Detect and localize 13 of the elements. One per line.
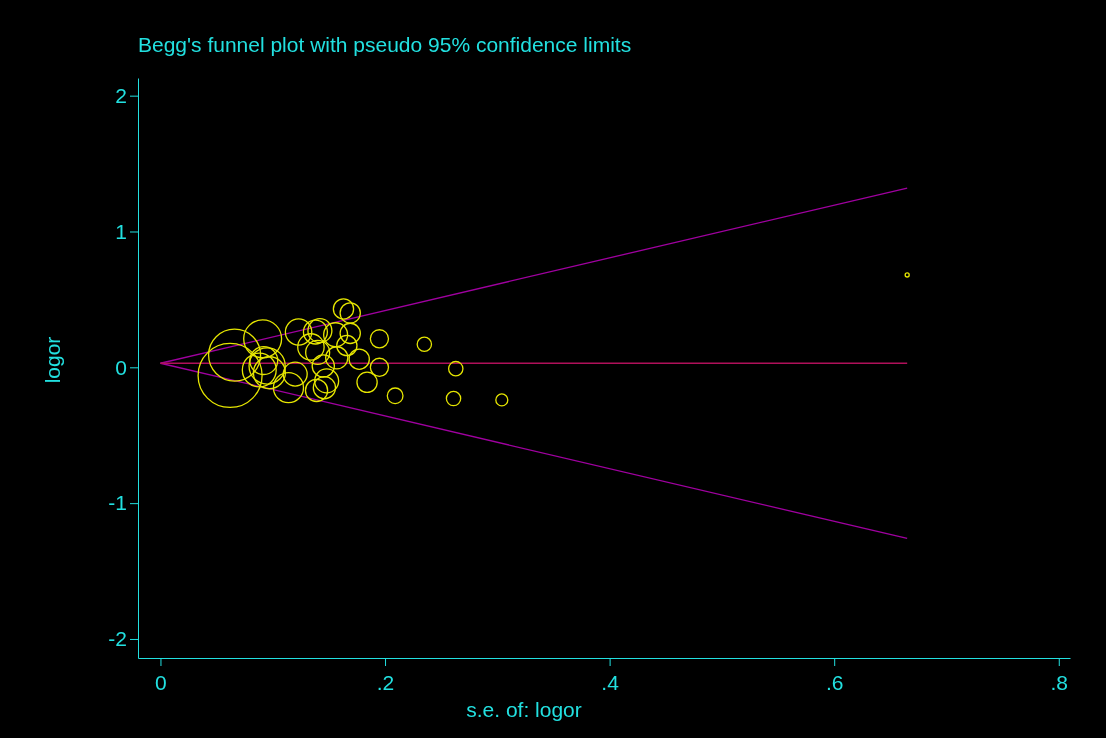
x-tick-label: .4 [601,671,620,694]
x-tick-label: .8 [1050,671,1069,694]
x-tick-label: .2 [376,671,395,694]
y-tick-label: 2 [115,83,127,107]
y-tick-label: 1 [115,219,127,243]
y-tick-label: 0 [115,355,127,379]
x-tick-label: .6 [825,671,844,694]
chart-title: Begg's funnel plot with pseudo 95% confidence limits [138,33,632,56]
x-axis-title: s.e. of: logor [466,698,582,721]
y-axis-title: logor [41,336,64,384]
y-tick-label: -1 [108,491,127,515]
y-tick-label: -2 [108,627,127,651]
x-tick-label: 0 [155,671,167,694]
